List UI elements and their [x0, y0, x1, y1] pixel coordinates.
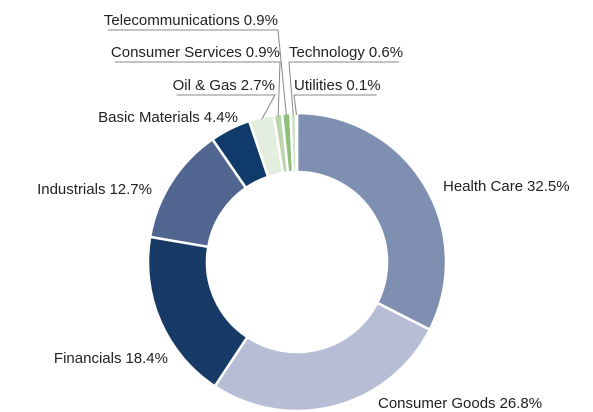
leader-line — [288, 61, 400, 116]
slice-label: Utilities 0.1% — [294, 77, 381, 94]
slice — [294, 111, 299, 174]
value-label: 18.4% — [125, 350, 168, 367]
leader-line — [293, 94, 377, 116]
category-name: Consumer Goods — [378, 395, 496, 412]
category-name: Industrials — [37, 181, 105, 198]
slice-label: Financials 18.4% — [54, 350, 168, 367]
category-name: Utilities — [294, 77, 342, 94]
value-label: 2.7% — [241, 77, 275, 94]
slice-label: Consumer Services 0.9% — [111, 44, 280, 61]
slice-label: Oil & Gas 2.7% — [173, 77, 275, 94]
leader-line — [176, 94, 276, 120]
slice — [213, 301, 432, 412]
value-label: 0.9% — [244, 12, 278, 29]
category-name: Financials — [54, 350, 122, 367]
category-name: Telecommunications — [104, 12, 240, 29]
value-label: 4.4% — [204, 109, 238, 126]
category-name: Technology — [289, 44, 365, 61]
slice-label: Technology 0.6% — [289, 44, 403, 61]
slice — [295, 111, 448, 332]
slice-label: Health Care 32.5% — [443, 178, 570, 195]
slice-label: Telecommunications 0.9% — [104, 12, 278, 29]
slice-label: Consumer Goods 26.8% — [378, 395, 542, 412]
category-name: Basic Materials — [98, 109, 200, 126]
value-label: 0.1% — [346, 77, 380, 94]
leader-line — [107, 29, 287, 116]
value-label: 12.7% — [109, 181, 152, 198]
category-name: Consumer Services — [111, 44, 242, 61]
slice-label: Industrials 12.7% — [37, 181, 152, 198]
value-label: 0.9% — [246, 44, 280, 61]
value-label: 32.5% — [527, 178, 570, 195]
leader-line — [114, 61, 281, 117]
category-name: Oil & Gas — [173, 77, 237, 94]
category-name: Health Care — [443, 178, 523, 195]
value-label: 0.6% — [369, 44, 403, 61]
value-label: 26.8% — [500, 395, 543, 412]
slice-label: Basic Materials 4.4% — [98, 109, 238, 126]
